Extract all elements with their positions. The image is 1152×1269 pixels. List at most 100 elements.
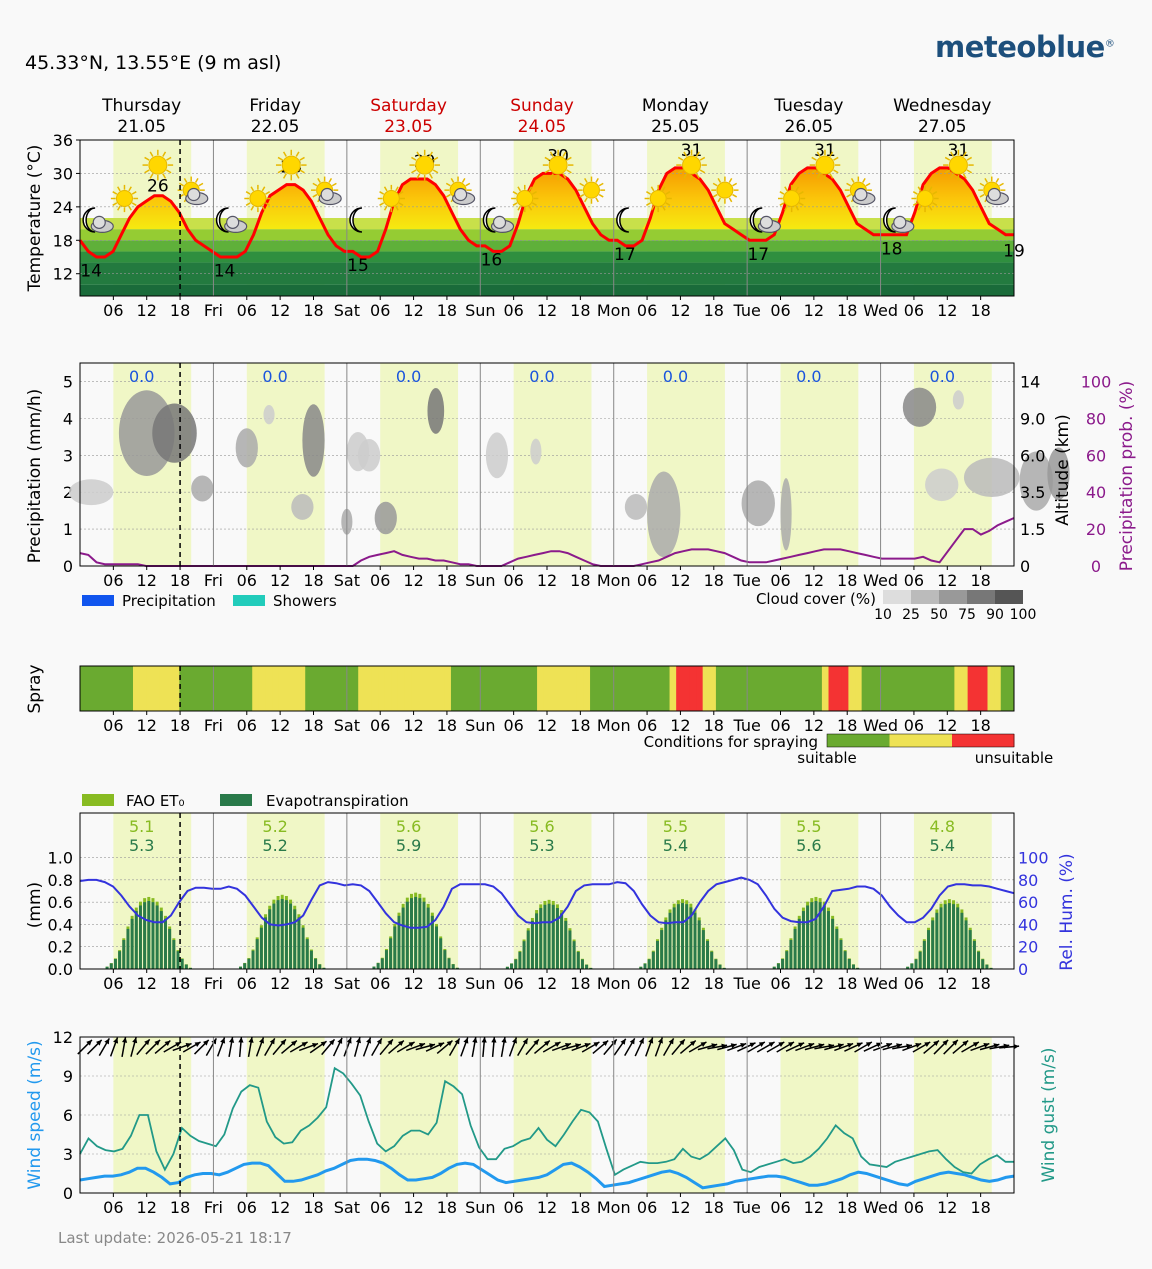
sun-ray (779, 191, 785, 195)
sun-ray (128, 205, 132, 211)
evapo-x-hour-label: 12 (670, 974, 690, 993)
spray-cell (126, 666, 134, 711)
wind-arrow-head (501, 1037, 507, 1043)
sun-ray (732, 182, 738, 187)
sun-disc (948, 155, 968, 175)
wind-x-hour-label: 18 (704, 1198, 724, 1217)
sun-ray (979, 182, 985, 187)
sun-ray (779, 202, 785, 206)
sun-icon (778, 184, 806, 213)
precipitation-daily-total: 0.0 (663, 367, 688, 386)
evapo-daily-total: 5.6 (796, 836, 821, 855)
spray-cell (1007, 666, 1015, 711)
spray-cell (980, 666, 989, 711)
evapotranspiration-bar (418, 898, 422, 969)
evapotranspiration-bar (956, 907, 960, 969)
evapotranspiration-bar (797, 918, 801, 969)
cloud-cover-blob (952, 390, 964, 410)
sun-ray (250, 205, 255, 211)
altitude-tick-label: 9.0 (1020, 409, 1045, 428)
cloud-cover-blob (647, 471, 681, 558)
sun-ray (795, 205, 800, 211)
cloud-icon (985, 187, 1009, 206)
sun-ray (532, 191, 537, 195)
cloud-icon (318, 187, 342, 206)
spray-cell (119, 666, 127, 711)
cloud-shape (454, 187, 468, 202)
spray-cell (881, 666, 889, 711)
wind-ytick-label: 6 (63, 1106, 73, 1125)
evapotranspiration-bar (706, 940, 710, 969)
cloud-cover-blob (427, 388, 445, 434)
wind-arrow-head (259, 1037, 265, 1044)
brand-logo[interactable]: meteoblue® (935, 30, 1115, 64)
cloud-cover-blob (741, 480, 775, 527)
spray-cell (768, 666, 777, 711)
evapotranspiration-bar (656, 940, 659, 969)
wind-arrow-head (104, 1038, 110, 1045)
evapotranspiration-bar (660, 930, 664, 969)
wind-arrow-head (522, 1038, 528, 1045)
sun-ray (966, 156, 973, 161)
precipitation-x-hour-label: 18 (437, 571, 457, 590)
precipitation-x-hour-label: 06 (770, 571, 790, 590)
spray-x-hour-label: 06 (370, 716, 390, 735)
wind-arrow-head (629, 1038, 635, 1045)
day-name-tue: Tuesday (773, 96, 843, 116)
fao-daily-total: 5.1 (129, 817, 154, 836)
precipitation-ytick-label: 2 (63, 483, 73, 502)
cloud-icon (185, 187, 209, 206)
wind-speed-axis-label: Wind speed (m/s) (25, 1040, 45, 1189)
spray-x-hour-label: 06 (503, 716, 523, 735)
moon-icon (349, 207, 363, 233)
probability-tick-label: 0 (1091, 557, 1101, 576)
sun-ray (149, 151, 154, 157)
spray-cell (669, 666, 677, 711)
spray-cell (172, 666, 180, 711)
spray-cell (583, 666, 591, 711)
wind-ytick-label: 0 (63, 1184, 73, 1203)
sun-disc (148, 155, 168, 175)
precipitation-x-day-label: Sun (465, 571, 495, 590)
evapotranspiration-bar (918, 951, 922, 969)
sun-ray (846, 182, 852, 187)
evapotranspiration-bar (305, 939, 309, 969)
evapotranspiration-bar (184, 964, 188, 969)
spray-x-day-label: Wed (863, 716, 898, 735)
evapotranspiration-bar (276, 900, 280, 969)
cloud-shape (226, 215, 240, 229)
wind-x-hour-label: 18 (303, 1198, 323, 1217)
evapotranspiration-bar (843, 951, 847, 969)
spray-x-hour-label: 06 (770, 716, 790, 735)
evapotranspiration-bar (814, 901, 818, 969)
spray-cell (245, 666, 253, 711)
sun-ray (850, 177, 855, 183)
evapotranspiration-bar (572, 941, 576, 969)
evapo-x-hour-label: 06 (904, 974, 924, 993)
wind-arrow-head (229, 1037, 235, 1043)
wind-ytick-label: 12 (53, 1028, 73, 1047)
humidity-tick-label: 0 (1018, 960, 1028, 979)
sun-icon (511, 184, 539, 213)
cloud-icon (452, 187, 476, 206)
wind-arrow-head (408, 1042, 415, 1047)
probability-tick-label: 20 (1086, 520, 1106, 539)
sun-ray (411, 169, 417, 174)
precipitation-x-hour-label: 06 (637, 571, 657, 590)
precipitation-panel-daylight-band (513, 363, 592, 566)
location-label: 45.33°N, 13.55°E (9 m asl) (25, 52, 282, 74)
spray-cell (497, 666, 505, 711)
sun-ray (912, 191, 918, 195)
wind-arrow-head (952, 1039, 958, 1046)
temperature-x-hour-label: 18 (170, 301, 190, 320)
evapotranspiration-bar (134, 911, 138, 969)
cloud-cover-blob (302, 404, 325, 477)
evapotranspiration-bar (856, 967, 860, 969)
evapotranspiration-bar (514, 959, 518, 969)
evapotranspiration-bar (151, 902, 155, 969)
wind-arrow-head (788, 1042, 795, 1047)
evapotranspiration-bar (522, 941, 526, 969)
wind-arrow-head (648, 1037, 654, 1044)
sun-disc (582, 181, 600, 199)
sun-ray (695, 151, 700, 157)
